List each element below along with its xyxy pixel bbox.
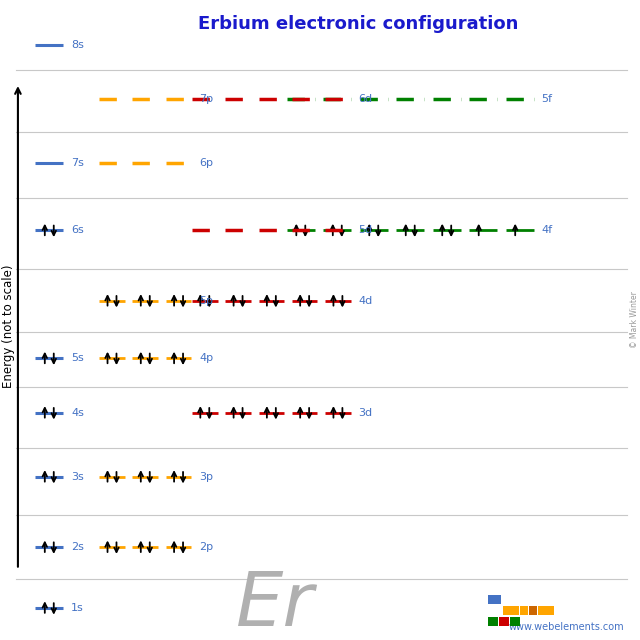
Bar xyxy=(547,606,554,615)
Bar xyxy=(510,617,520,626)
Bar xyxy=(511,606,519,615)
Text: © Mark Winter: © Mark Winter xyxy=(630,292,639,348)
Bar xyxy=(488,595,501,604)
Text: 5f: 5f xyxy=(541,94,552,104)
Bar xyxy=(502,606,511,615)
Text: 3s: 3s xyxy=(71,472,84,482)
Text: 1s: 1s xyxy=(71,603,84,613)
Text: www.webelements.com: www.webelements.com xyxy=(508,622,624,632)
Text: 4f: 4f xyxy=(541,225,552,236)
Text: 2p: 2p xyxy=(199,542,213,552)
Text: 8s: 8s xyxy=(71,40,84,50)
Text: Er: Er xyxy=(236,569,314,640)
Text: 6p: 6p xyxy=(199,158,213,168)
Text: 6d: 6d xyxy=(358,94,372,104)
Bar xyxy=(520,606,528,615)
Text: Energy (not to scale): Energy (not to scale) xyxy=(2,265,15,388)
Text: 3d: 3d xyxy=(358,408,372,418)
Text: 2s: 2s xyxy=(71,542,84,552)
Text: 4p: 4p xyxy=(199,353,213,364)
Bar xyxy=(538,606,545,615)
Text: 5p: 5p xyxy=(199,296,213,306)
Text: 7s: 7s xyxy=(71,158,84,168)
Text: 7p: 7p xyxy=(199,94,213,104)
Bar xyxy=(529,606,537,615)
Text: 5s: 5s xyxy=(71,353,84,364)
Text: Erbium electronic configuration: Erbium electronic configuration xyxy=(198,15,518,33)
Text: 6s: 6s xyxy=(71,225,84,236)
Text: 3p: 3p xyxy=(199,472,213,482)
Bar xyxy=(499,617,509,626)
Text: 4s: 4s xyxy=(71,408,84,418)
Text: 5d: 5d xyxy=(358,225,372,236)
Text: 4d: 4d xyxy=(358,296,372,306)
Bar xyxy=(488,617,498,626)
